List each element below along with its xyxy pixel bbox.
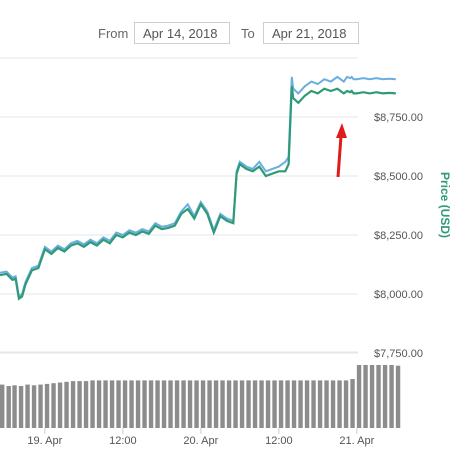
volume-bar: [239, 380, 245, 428]
red-arrow-annotation: [336, 123, 347, 178]
volume-bars: [0, 365, 401, 428]
volume-bar: [38, 384, 43, 428]
to-label: To: [241, 26, 255, 41]
volume-bar: [330, 380, 336, 428]
from-date-input[interactable]: Apr 14, 2018: [134, 22, 230, 44]
volume-bar: [252, 380, 258, 428]
volume-bar: [161, 380, 167, 428]
volume-bar: [304, 380, 310, 428]
volume-bar: [142, 380, 147, 428]
volume-bar: [148, 380, 154, 428]
volume-bar: [285, 380, 290, 428]
volume-bar: [155, 380, 160, 428]
volume-bar: [369, 365, 375, 428]
volume-bar: [109, 380, 115, 428]
arrow-shaft: [336, 135, 343, 178]
volume-bar: [389, 365, 394, 428]
volume-bar: [226, 380, 232, 428]
volume-bar: [44, 383, 50, 428]
y-tick-label: $8,750.00: [374, 112, 423, 124]
volume-bar: [376, 365, 381, 428]
volume-bar: [265, 380, 271, 428]
volume-bar: [90, 380, 95, 428]
volume-bar: [298, 380, 303, 428]
volume-bar: [12, 385, 17, 428]
x-tick-label: 12:00: [265, 435, 293, 447]
y-tick-label: $8,000.00: [374, 289, 423, 301]
volume-bar: [382, 365, 388, 428]
volume-bar: [51, 383, 56, 428]
volume-bar: [272, 380, 277, 428]
volume-bar: [259, 380, 264, 428]
x-tick-label: 21. Apr: [339, 435, 374, 447]
volume-bar: [278, 380, 284, 428]
volume-bar: [64, 381, 69, 428]
volume-bar: [220, 380, 225, 428]
volume-bar: [337, 380, 342, 428]
volume-bar: [187, 380, 193, 428]
volume-bar: [246, 380, 251, 428]
x-tick-label: 19. Apr: [27, 435, 62, 447]
volume-bar: [213, 380, 219, 428]
volume-bar: [317, 380, 323, 428]
volume-bar: [129, 380, 134, 428]
volume-bar: [6, 386, 11, 428]
volume-bar: [200, 380, 206, 428]
y-tick-label: $8,250.00: [374, 230, 423, 242]
from-label: From: [98, 26, 129, 41]
volume-bar: [181, 380, 186, 428]
volume-bar: [135, 380, 141, 428]
volume-bar: [122, 380, 128, 428]
volume-bar: [395, 365, 401, 428]
volume-bar: [168, 380, 173, 428]
volume-bar: [83, 381, 89, 428]
volume-bar: [116, 380, 121, 428]
x-tick-label: 20. Apr: [183, 435, 218, 447]
date-range-bar: From Apr 14, 2018 To Apr 21, 2018: [0, 22, 466, 46]
volume-bar: [356, 365, 362, 428]
x-tick-label: 12:00: [109, 435, 137, 447]
volume-bar: [233, 380, 238, 428]
volume-bar: [291, 380, 297, 428]
volume-bar: [0, 384, 5, 428]
volume-bar: [350, 379, 355, 428]
volume-bar: [70, 381, 76, 428]
x-axis-ticks: 19. Apr 12:00 20. Apr 12:00 21. Apr: [27, 428, 375, 447]
volume-bar: [96, 380, 102, 428]
y-tick-label: $7,750.00: [374, 348, 423, 360]
volume-bar: [25, 384, 30, 428]
chart-grid: [0, 57, 358, 354]
y-axis-title: Price (USD): [438, 172, 452, 238]
to-date-input[interactable]: Apr 21, 2018: [263, 22, 359, 44]
volume-bar: [77, 381, 82, 428]
volume-bar: [31, 385, 37, 428]
volume-bar: [343, 380, 349, 428]
volume-bar: [363, 365, 368, 428]
volume-bar: [174, 380, 180, 428]
volume-bar: [194, 380, 199, 428]
volume-bar: [57, 382, 63, 428]
price-line-main: [0, 86, 396, 301]
volume-bar: [207, 380, 212, 428]
volume-bar: [103, 380, 108, 428]
y-axis-ticks: $7,750.00 $8,000.00 $8,250.00 $8,500.00 $8,7…: [374, 112, 423, 360]
volume-bar: [18, 386, 24, 428]
arrow-head: [336, 123, 347, 138]
volume-bar: [324, 380, 329, 428]
price-line-light: [0, 75, 396, 299]
y-tick-label: $8,500.00: [374, 171, 423, 183]
volume-bar: [311, 380, 316, 428]
